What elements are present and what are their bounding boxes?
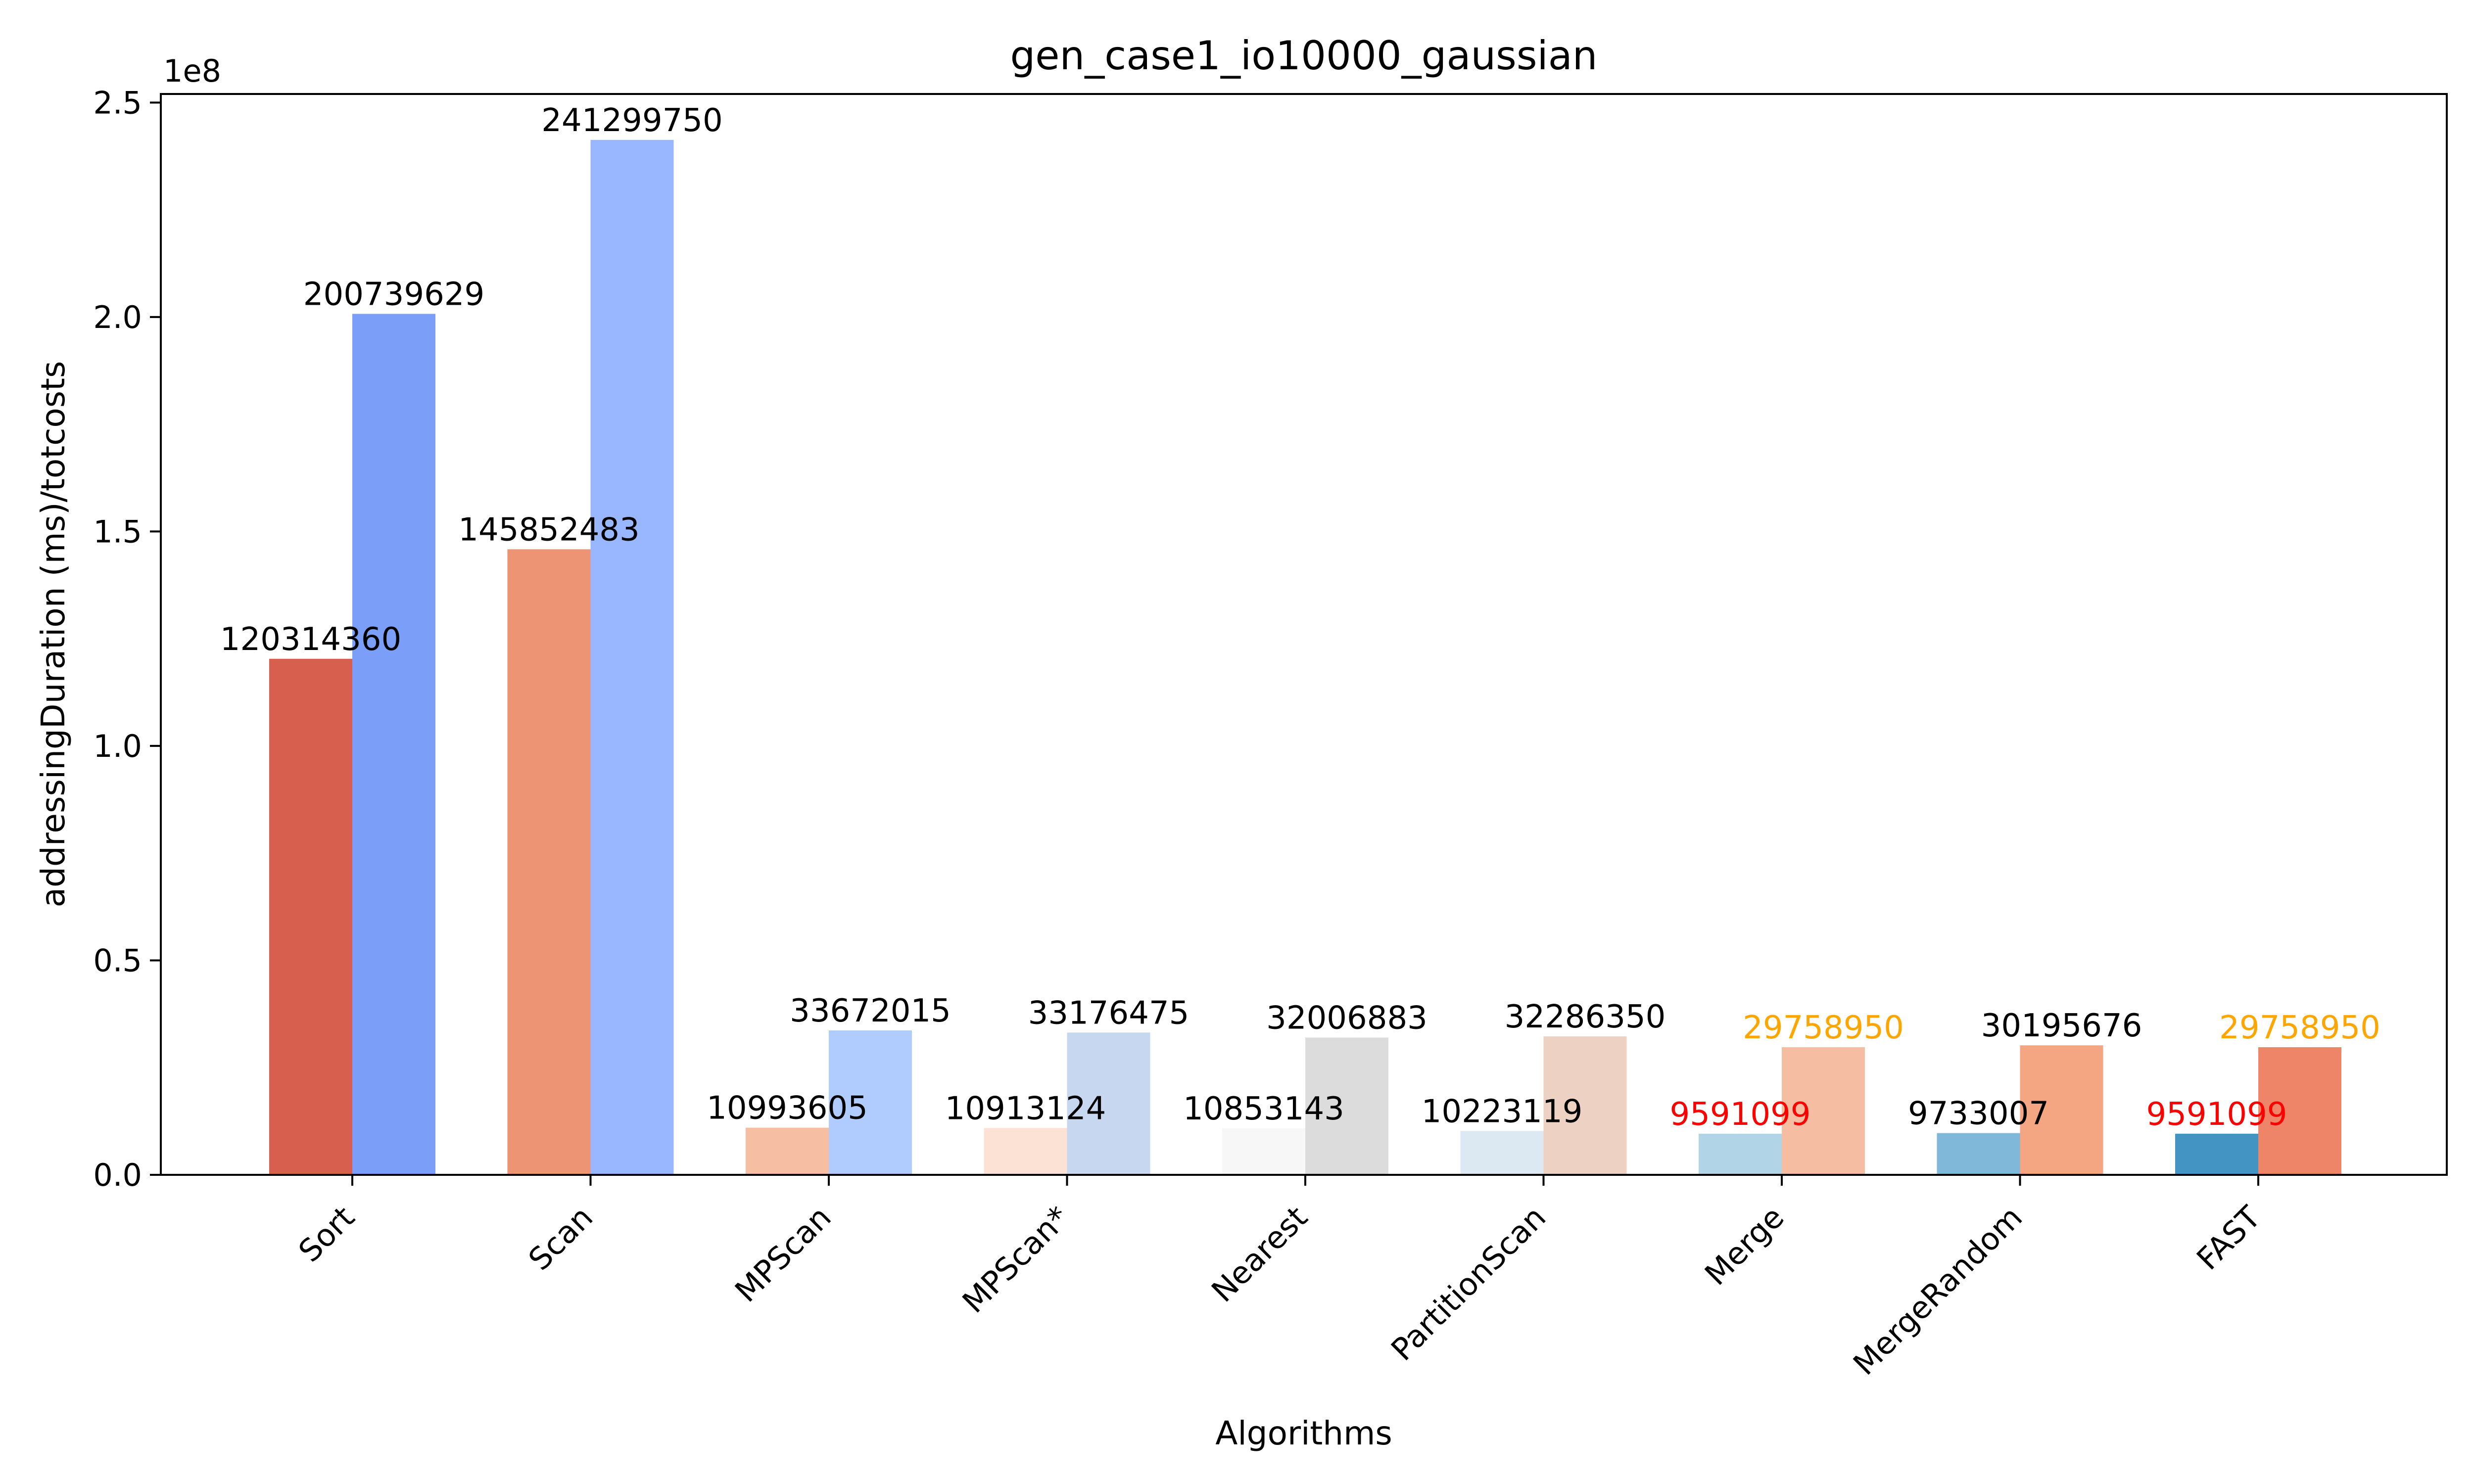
bar-1-Merge bbox=[1699, 1133, 1782, 1175]
bar-value-label: 32006883 bbox=[1266, 1000, 1427, 1036]
bar-2-Sort bbox=[352, 314, 435, 1175]
bar-value-label: 120314360 bbox=[220, 621, 401, 658]
bar-value-label: 33176475 bbox=[1028, 995, 1189, 1031]
y-axis-offset-label: 1e8 bbox=[163, 53, 221, 89]
bar-2-MergeRandom bbox=[2020, 1045, 2103, 1175]
bars-group bbox=[269, 139, 2341, 1175]
y-tick-label: 1.5 bbox=[93, 513, 142, 550]
bar-value-label: 29758950 bbox=[1743, 1010, 1904, 1046]
bar-2-Nearest bbox=[1305, 1037, 1388, 1175]
y-tick-label: 2.0 bbox=[93, 299, 142, 335]
y-tick-label: 0.0 bbox=[93, 1157, 142, 1193]
bar-1-Scan bbox=[507, 549, 591, 1175]
bar-value-label: 29758950 bbox=[2219, 1010, 2380, 1046]
x-tick-label: FAST bbox=[2189, 1199, 2268, 1277]
bar-value-label: 200739629 bbox=[303, 276, 484, 313]
y-tick-label: 1.0 bbox=[93, 728, 142, 764]
bar-value-label: 10853143 bbox=[1183, 1091, 1344, 1127]
bar-1-Nearest bbox=[1222, 1128, 1305, 1175]
y-tick-label: 2.5 bbox=[93, 85, 142, 121]
x-tick-label: MPScan bbox=[728, 1199, 838, 1309]
bar-value-label: 241299750 bbox=[541, 102, 722, 139]
bar-value-label: 10223119 bbox=[1422, 1093, 1583, 1130]
x-tick-label: Merge bbox=[1698, 1199, 1791, 1292]
plot-frame bbox=[160, 93, 2448, 1176]
bar-2-Merge bbox=[1782, 1047, 1865, 1175]
bar-1-MergeRandom bbox=[1937, 1133, 2020, 1175]
bar-value-label: 33672015 bbox=[790, 993, 951, 1029]
y-axis: 0.0 0.5 1.0 1.5 2.0 2.5 bbox=[93, 85, 161, 1193]
bar-value-label: 30195676 bbox=[1981, 1008, 2142, 1044]
bar-1-PartitionScan bbox=[1460, 1131, 1544, 1175]
x-axis: Sort Scan MPScan MPScan* Nearest PartitionSca… bbox=[291, 1175, 2268, 1382]
x-tick-label: MergeRandom bbox=[1846, 1199, 2029, 1382]
bar-labels-group: 120314360 145852483 10993605 10913124 108531… bbox=[220, 102, 2380, 1133]
bar-1-MPScan bbox=[746, 1127, 829, 1175]
y-tick-label: 0.5 bbox=[93, 942, 142, 978]
bar-value-label: 145852483 bbox=[458, 511, 639, 548]
x-axis-title: Algorithms bbox=[1215, 1414, 1392, 1452]
bar-value-label: 32286350 bbox=[1505, 999, 1666, 1035]
bar-value-label: 9733007 bbox=[1908, 1096, 2049, 1132]
x-tick-label: Scan bbox=[522, 1199, 600, 1277]
x-tick-label: Nearest bbox=[1204, 1199, 1314, 1309]
y-axis-title: addressingDuration (ms)/totcosts bbox=[34, 361, 72, 908]
x-tick-label: Sort bbox=[291, 1199, 361, 1269]
bar-value-label: 10993605 bbox=[707, 1090, 868, 1127]
bar-1-FAST bbox=[2175, 1133, 2258, 1175]
bar-2-FAST bbox=[2258, 1047, 2341, 1175]
x-tick-label: MPScan* bbox=[955, 1199, 1076, 1320]
bar-value-label: 10913124 bbox=[945, 1090, 1106, 1127]
bar-2-MPScan* bbox=[1067, 1032, 1150, 1175]
chart-title: gen_case1_io10000_gaussian bbox=[1010, 33, 1598, 79]
bar-2-MPScan bbox=[829, 1030, 912, 1175]
bar-2-PartitionScan bbox=[1543, 1036, 1627, 1175]
bar-2-Scan bbox=[590, 139, 674, 1175]
bar-1-Sort bbox=[269, 658, 352, 1175]
bar-value-label: 9591099 bbox=[1669, 1096, 1810, 1133]
bar-1-MPScan* bbox=[984, 1128, 1067, 1175]
x-tick-label: PartitionScan bbox=[1384, 1199, 1553, 1368]
bar-value-label: 9591099 bbox=[2146, 1096, 2287, 1133]
